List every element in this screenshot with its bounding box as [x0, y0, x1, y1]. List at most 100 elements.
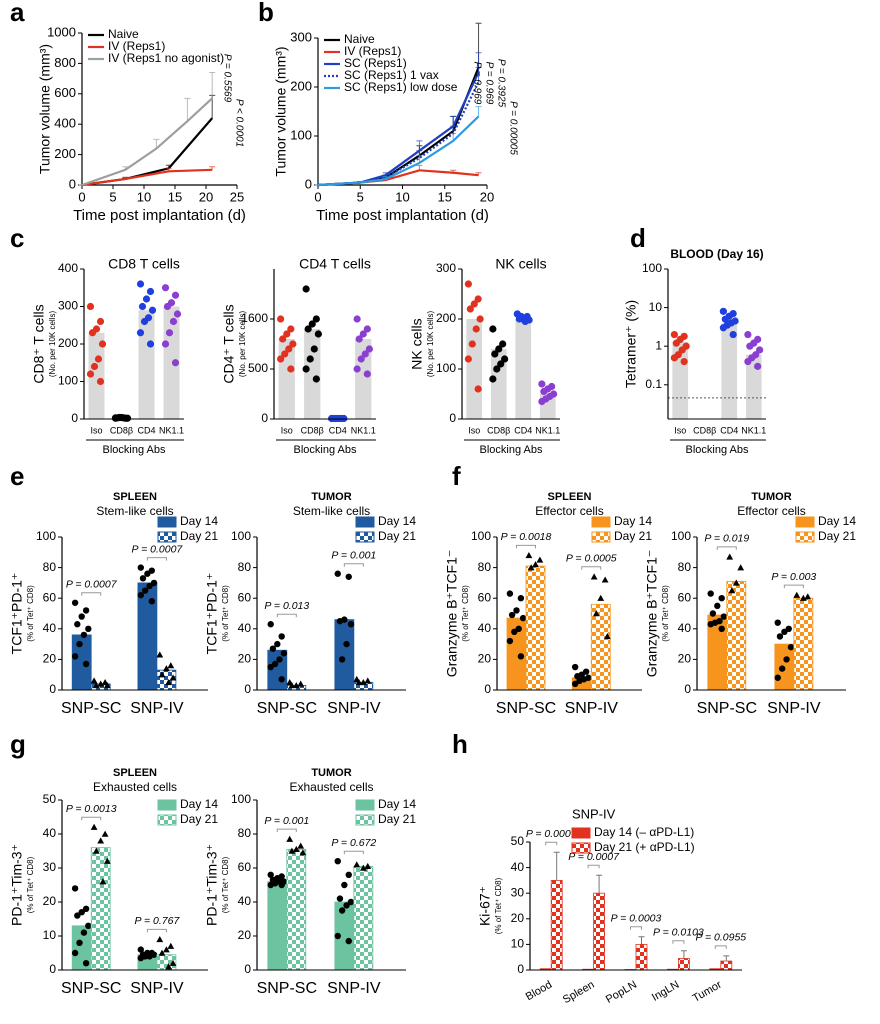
data-point — [707, 590, 714, 597]
chart-subtitle: Stem-like cells — [96, 504, 173, 518]
x-tick-label: CD8β — [487, 425, 510, 435]
data-point — [165, 678, 172, 686]
data-point — [97, 837, 105, 844]
significance-bracket — [581, 566, 602, 570]
data-point — [167, 942, 175, 949]
chart-subtitle: Exhausted cells — [289, 780, 373, 794]
data-point — [517, 595, 525, 602]
y-axis-label: Tetramer⁺ (%) — [623, 300, 639, 388]
data-point — [499, 340, 507, 348]
data-point — [359, 330, 367, 338]
y-tick-label: 0 — [684, 682, 691, 696]
y-tick-label: 80 — [238, 826, 252, 840]
error-bar — [450, 125, 457, 134]
series-line — [81, 168, 213, 187]
data-point — [82, 960, 90, 967]
data-point — [292, 682, 300, 689]
y-tick-label: 60 — [43, 590, 57, 604]
legend-swatch — [157, 814, 177, 826]
chart-title: SPLEEN — [113, 491, 157, 503]
y-axis-label: TCF1⁺PD-1⁺ — [204, 573, 220, 655]
chart-subtitle: Effector cells — [535, 504, 603, 518]
data-point — [737, 564, 745, 571]
data-point — [363, 370, 371, 378]
x-axis-label: Blocking Abs — [686, 444, 749, 456]
data-point — [281, 350, 289, 358]
p-value-label: P = 0.0955 — [695, 932, 746, 944]
y-axis-label: PD-1⁺Tim-3⁺ — [9, 844, 25, 926]
legend-swatch — [571, 827, 591, 839]
data-point — [292, 845, 300, 853]
data-point — [364, 677, 372, 684]
legend-label: SC (Reps1) 1 vax — [344, 68, 439, 82]
p-value-annotation: P = 0.3925 — [495, 59, 506, 108]
data-point — [144, 570, 151, 577]
x-tick-label: SNP-IV — [327, 980, 381, 997]
x-tick-label: CD8β — [693, 425, 716, 435]
y-axis-sublabel: (% of Tet⁺ CD8) — [461, 585, 470, 642]
significance-bracket — [146, 928, 167, 933]
data-point — [78, 613, 85, 620]
y-tick-label: 100 — [58, 374, 78, 388]
bar — [88, 332, 105, 419]
p-value-label: P = 0.767 — [134, 915, 180, 927]
legend-swatch — [591, 516, 611, 528]
data-point — [280, 650, 288, 657]
error-bar — [596, 874, 603, 894]
legend-label: Day 14 — [180, 514, 218, 528]
data-point — [521, 317, 529, 326]
data-point — [287, 365, 295, 373]
data-point — [506, 637, 514, 645]
data-point — [592, 610, 600, 617]
x-tick-label: CD4 — [329, 425, 347, 435]
x-tick-label: CD4 — [720, 425, 738, 435]
data-point — [85, 922, 92, 929]
legend-label: SC (Reps1) — [344, 56, 407, 70]
x-tick-label: 10 — [137, 189, 151, 204]
significance-bracket — [146, 557, 167, 561]
data-point — [720, 613, 728, 620]
y-axis-sublabel: (No. per 10K cells) — [426, 311, 435, 378]
y-tick-label: 100 — [231, 792, 251, 806]
data-point — [96, 377, 105, 386]
data-point — [491, 350, 499, 358]
data-point — [501, 355, 509, 363]
y-axis-label: CD8⁺ T cells — [31, 304, 47, 383]
data-point — [146, 340, 155, 348]
data-point — [472, 325, 480, 333]
chart-title: CD4 T cells — [299, 256, 371, 272]
bar — [334, 619, 355, 691]
data-point — [71, 949, 79, 957]
x-tick-label: 25 — [230, 189, 244, 204]
data-point — [71, 653, 79, 660]
y-tick-label: 20 — [678, 652, 692, 666]
data-point — [343, 640, 350, 648]
significance-bracket — [545, 841, 558, 846]
data-point — [163, 946, 170, 953]
data-point — [173, 310, 182, 318]
significance-bracket — [714, 945, 727, 949]
data-point — [99, 878, 107, 885]
data-point — [754, 362, 762, 370]
y-tick-label: 10 — [43, 928, 57, 942]
data-point — [146, 953, 153, 960]
bar — [745, 354, 762, 419]
y-tick-label: 40 — [478, 621, 492, 635]
data-point — [345, 573, 352, 580]
data-point — [82, 660, 90, 668]
data-point — [601, 576, 609, 583]
data-point — [312, 315, 320, 323]
y-tick-label: 20 — [238, 652, 252, 666]
p-value-label: P = 0.0007 — [526, 828, 578, 840]
legend-swatch — [795, 531, 815, 543]
data-point — [286, 835, 294, 842]
data-point — [310, 345, 318, 353]
bar — [793, 597, 814, 691]
data-point — [590, 573, 598, 580]
data-point — [365, 345, 373, 353]
error-bar — [153, 138, 160, 149]
y-tick-label: 10 — [511, 937, 525, 951]
y-tick-label: 60 — [478, 590, 492, 604]
data-point — [269, 645, 277, 652]
